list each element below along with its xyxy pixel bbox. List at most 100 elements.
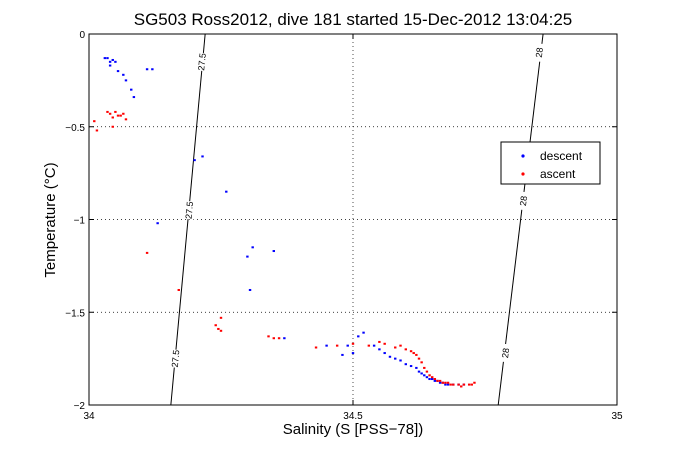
data-point-descent <box>325 344 328 347</box>
x-tick-label: 34 <box>83 411 95 422</box>
contour-label: 27.5 <box>169 349 182 369</box>
contour-label-bg <box>533 43 546 63</box>
y-axis-ticks: 0 −0.5 −1 −1.5 −2 <box>65 30 617 412</box>
data-point-ascent <box>417 357 421 360</box>
contour-label-text: 27.5 <box>184 201 196 219</box>
data-point-descent <box>246 255 249 258</box>
data-point-descent <box>151 68 154 71</box>
data-point-descent <box>103 57 107 60</box>
data-point-descent <box>124 79 128 82</box>
data-point-descent <box>201 155 204 158</box>
plot-area: 27.5 27.5 27.5 28 28 28 <box>88 33 618 406</box>
data-point-ascent <box>446 381 450 384</box>
contour-label: 28 <box>499 343 512 363</box>
data-point-ascent <box>444 381 447 384</box>
data-point-descent <box>156 222 159 225</box>
data-point-ascent <box>415 353 418 356</box>
data-point-ascent <box>114 110 117 113</box>
y-tick-label: −1.5 <box>65 308 85 319</box>
data-point-ascent <box>108 112 112 115</box>
contour-label: 28 <box>533 43 546 63</box>
data-point-descent <box>225 190 228 193</box>
data-point-ascent <box>177 288 180 291</box>
data-point-ascent <box>335 344 339 347</box>
data-point-ascent <box>219 329 223 332</box>
data-point-ascent <box>399 344 402 347</box>
data-point-ascent <box>314 346 318 349</box>
data-point-descent <box>444 383 447 386</box>
data-point-descent <box>404 363 407 366</box>
data-point-descent <box>394 357 397 360</box>
data-point-descent <box>122 73 125 76</box>
y-axis-label: Temperature (°C) <box>42 162 59 277</box>
y-tick-label: −2 <box>74 401 86 412</box>
density-contour-line <box>170 33 206 406</box>
contour-label-text: 28 <box>500 347 511 358</box>
data-point-ascent <box>272 337 275 340</box>
contour-label-text: 27.5 <box>170 349 182 367</box>
data-point-ascent <box>111 116 114 119</box>
contour-label-bg <box>196 52 208 72</box>
data-point-ascent <box>438 379 442 382</box>
data-point-ascent <box>145 251 149 254</box>
data-point-descent <box>378 348 381 351</box>
contour-label: 27.5 <box>196 52 208 72</box>
data-point-descent <box>362 331 365 334</box>
data-point-ascent <box>93 120 96 123</box>
data-point-descent <box>431 378 434 381</box>
data-point-descent <box>351 352 355 355</box>
data-point-descent <box>145 68 149 71</box>
data-point-ascent <box>219 316 223 319</box>
data-point-descent <box>388 355 392 358</box>
data-point-ascent <box>267 335 270 338</box>
contour-label-text: 27.5 <box>196 53 208 71</box>
contour-label-bg <box>183 200 196 220</box>
data-point-descent <box>425 376 429 379</box>
data-point-ascent <box>111 125 114 128</box>
data-point-descent <box>341 353 344 356</box>
x-axis-label: Salinity (S [PSS−78]) <box>283 421 423 438</box>
data-point-ascent <box>116 114 120 117</box>
data-point-descent <box>283 337 286 340</box>
data-point-descent <box>114 60 117 63</box>
data-point-ascent <box>404 348 407 351</box>
contour-label-bg <box>169 349 182 369</box>
data-point-ascent <box>122 112 125 115</box>
data-point-ascent <box>420 361 423 364</box>
data-point-descent <box>423 374 426 377</box>
data-point-ascent <box>436 379 439 382</box>
data-point-descent <box>399 359 402 362</box>
contour-label: 27.5 <box>183 200 196 220</box>
data-point-ascent <box>467 383 471 386</box>
data-point-ascent <box>409 350 413 353</box>
data-point-descent <box>130 88 133 91</box>
x-tick-label: 35 <box>611 411 623 422</box>
y-tick-label: 0 <box>79 30 85 41</box>
data-point-ascent <box>473 381 476 384</box>
data-point-descent <box>433 379 437 382</box>
data-point-ascent <box>124 118 128 121</box>
data-point-descent <box>106 57 109 60</box>
y-tick-label: −1 <box>74 216 86 227</box>
data-point-descent <box>272 250 275 253</box>
data-point-ascent <box>433 378 437 381</box>
data-point-descent <box>108 64 112 67</box>
data-point-ascent <box>412 352 415 355</box>
data-point-ascent <box>470 383 473 386</box>
data-point-descent <box>346 344 349 347</box>
data-points <box>93 57 476 388</box>
contour-label-text: 28 <box>534 47 545 58</box>
data-point-descent <box>420 372 423 375</box>
data-point-descent <box>428 378 431 381</box>
data-point-ascent <box>457 383 460 386</box>
legend-marker-descent <box>521 154 525 158</box>
legend-marker-ascent <box>521 172 525 176</box>
data-point-descent <box>383 352 386 355</box>
data-point-ascent <box>214 324 217 327</box>
data-point-ascent <box>425 370 429 373</box>
data-point-descent <box>415 366 418 369</box>
data-point-ascent <box>428 374 431 377</box>
data-point-descent <box>417 370 421 373</box>
data-point-ascent <box>462 383 466 386</box>
